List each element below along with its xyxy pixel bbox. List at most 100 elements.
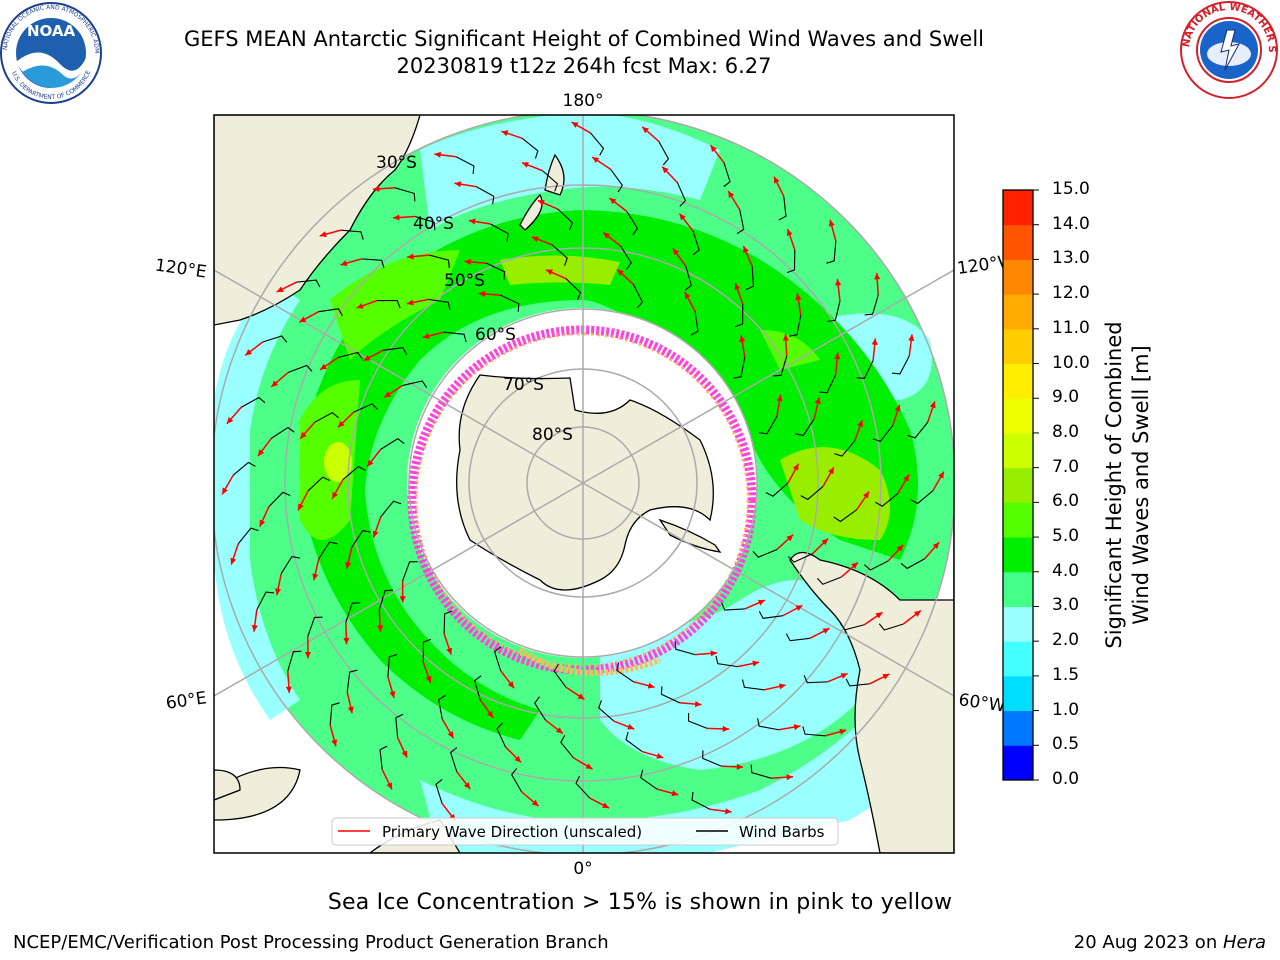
colorbar-tick-label: 3.0 [1052,595,1080,616]
colorbar-segment [1003,606,1033,642]
wave-arrow-head [571,122,579,128]
wave-arrow-head [447,731,454,739]
lat-label-70s: 70°S [503,375,544,395]
wind-barb [817,576,842,585]
wave-arrow-head [822,628,830,634]
wind-barb [329,702,340,726]
wave-arrow-head [896,544,904,552]
wave-arrow-head [343,637,350,645]
wave-arrow-head [835,278,842,286]
wind-barb [691,791,711,810]
wind-barb [443,610,453,634]
colorbar-segment [1003,675,1033,712]
colorbar-segment [1003,294,1033,330]
wave-arrow-head [894,404,901,412]
wind-barb [598,700,615,722]
wave-arrow-head [446,647,453,655]
wind-barb [826,240,837,264]
wave-arrow-head [722,725,730,732]
wave-arrow-head [792,463,799,471]
wave-arrow-head [592,157,600,164]
wind-barb [723,162,731,188]
wind-barb [856,360,874,379]
colorbar-segment [1003,537,1033,573]
wind-barb [758,416,778,435]
wind-barb [827,300,841,322]
wind-barb [237,527,259,545]
wind-barb [438,694,446,720]
wind-barb [745,266,754,291]
wind-barb [788,315,802,337]
madagascar-landmass [214,769,241,801]
wave-arrow-head [478,290,486,297]
wave-arrow-head [251,624,258,632]
meridian-label-0: 0° [573,859,592,879]
wave-arrow-head [468,218,476,225]
wind-barb [496,722,506,748]
wave-arrow-head [684,291,691,299]
wind-barb [684,265,692,291]
colorbar-label-line1: Significant Height of Combined [1102,321,1126,649]
wave-arrow-head [724,808,732,815]
wind-barb [757,718,779,731]
wind-barb [500,294,520,312]
lat-label-60s: 60°S [475,325,516,345]
wind-barb [734,303,744,328]
wind-barb [674,641,696,656]
wind-barb [625,731,643,753]
wind-barb [772,356,788,377]
wind-barb [907,421,929,439]
wind-barb [833,509,858,523]
wave-arrow-head [363,354,371,361]
wave-arrow-head [257,449,265,457]
colorbar-tick-label: 12.0 [1052,283,1090,304]
colorbar-segment [1003,710,1033,746]
wind-barb [353,403,379,413]
wind-barb [534,696,546,721]
wave-arrow-head [386,782,392,790]
wave-arrow-head [743,246,749,254]
wave-arrow-head [521,162,529,168]
wind-barb [565,278,582,301]
wind-barb [346,669,358,692]
wave-arrow-head [908,334,915,342]
wave-arrow-head [425,675,432,683]
wave-arrow-head [434,151,442,158]
colorbar-segment [1003,502,1033,538]
footer-date-text: 20 Aug 2023 on [1073,932,1223,953]
wave-arrow-head [786,774,793,781]
wave-arrow-head [393,214,400,221]
wave-arrow-head [401,750,408,758]
wave-arrow-head [347,706,354,714]
wind-barb [380,438,405,450]
colorbar-tick-label: 7.0 [1052,456,1080,477]
wind-barb [687,712,708,729]
footer-credit: NCEP/EMC/Verification Post Processing Pr… [13,932,609,953]
wind-barb [658,141,670,166]
wave-arrow-head [662,166,669,174]
wave-arrow-head [345,561,352,569]
wave-arrow-head [275,588,282,596]
wave-arrow-head [299,316,307,323]
wind-barb [262,335,288,343]
wind-barb [379,745,388,770]
wave-arrow-head [367,459,374,467]
wave-arrow-head [793,724,801,731]
continents [214,115,954,853]
wind-barb [542,170,559,192]
chart-title: GEFS MEAN Antarctic Significant Height o… [183,27,985,51]
wind-barb [610,168,624,193]
wave-arrow-head [331,739,338,747]
wave-arrow-head [913,610,921,617]
wave-arrow-head [672,248,680,256]
wind-barb [270,426,295,439]
wave-arrow-head [857,420,863,428]
wind-barb [444,331,467,343]
wind-barb [741,679,765,691]
wave-arrow-head [840,673,848,679]
wave-arrow-head [226,417,234,424]
wave-arrow-head [786,229,793,237]
wave-arrow-head [882,674,890,680]
wind-barb [692,230,700,256]
wind-barb [702,750,722,767]
